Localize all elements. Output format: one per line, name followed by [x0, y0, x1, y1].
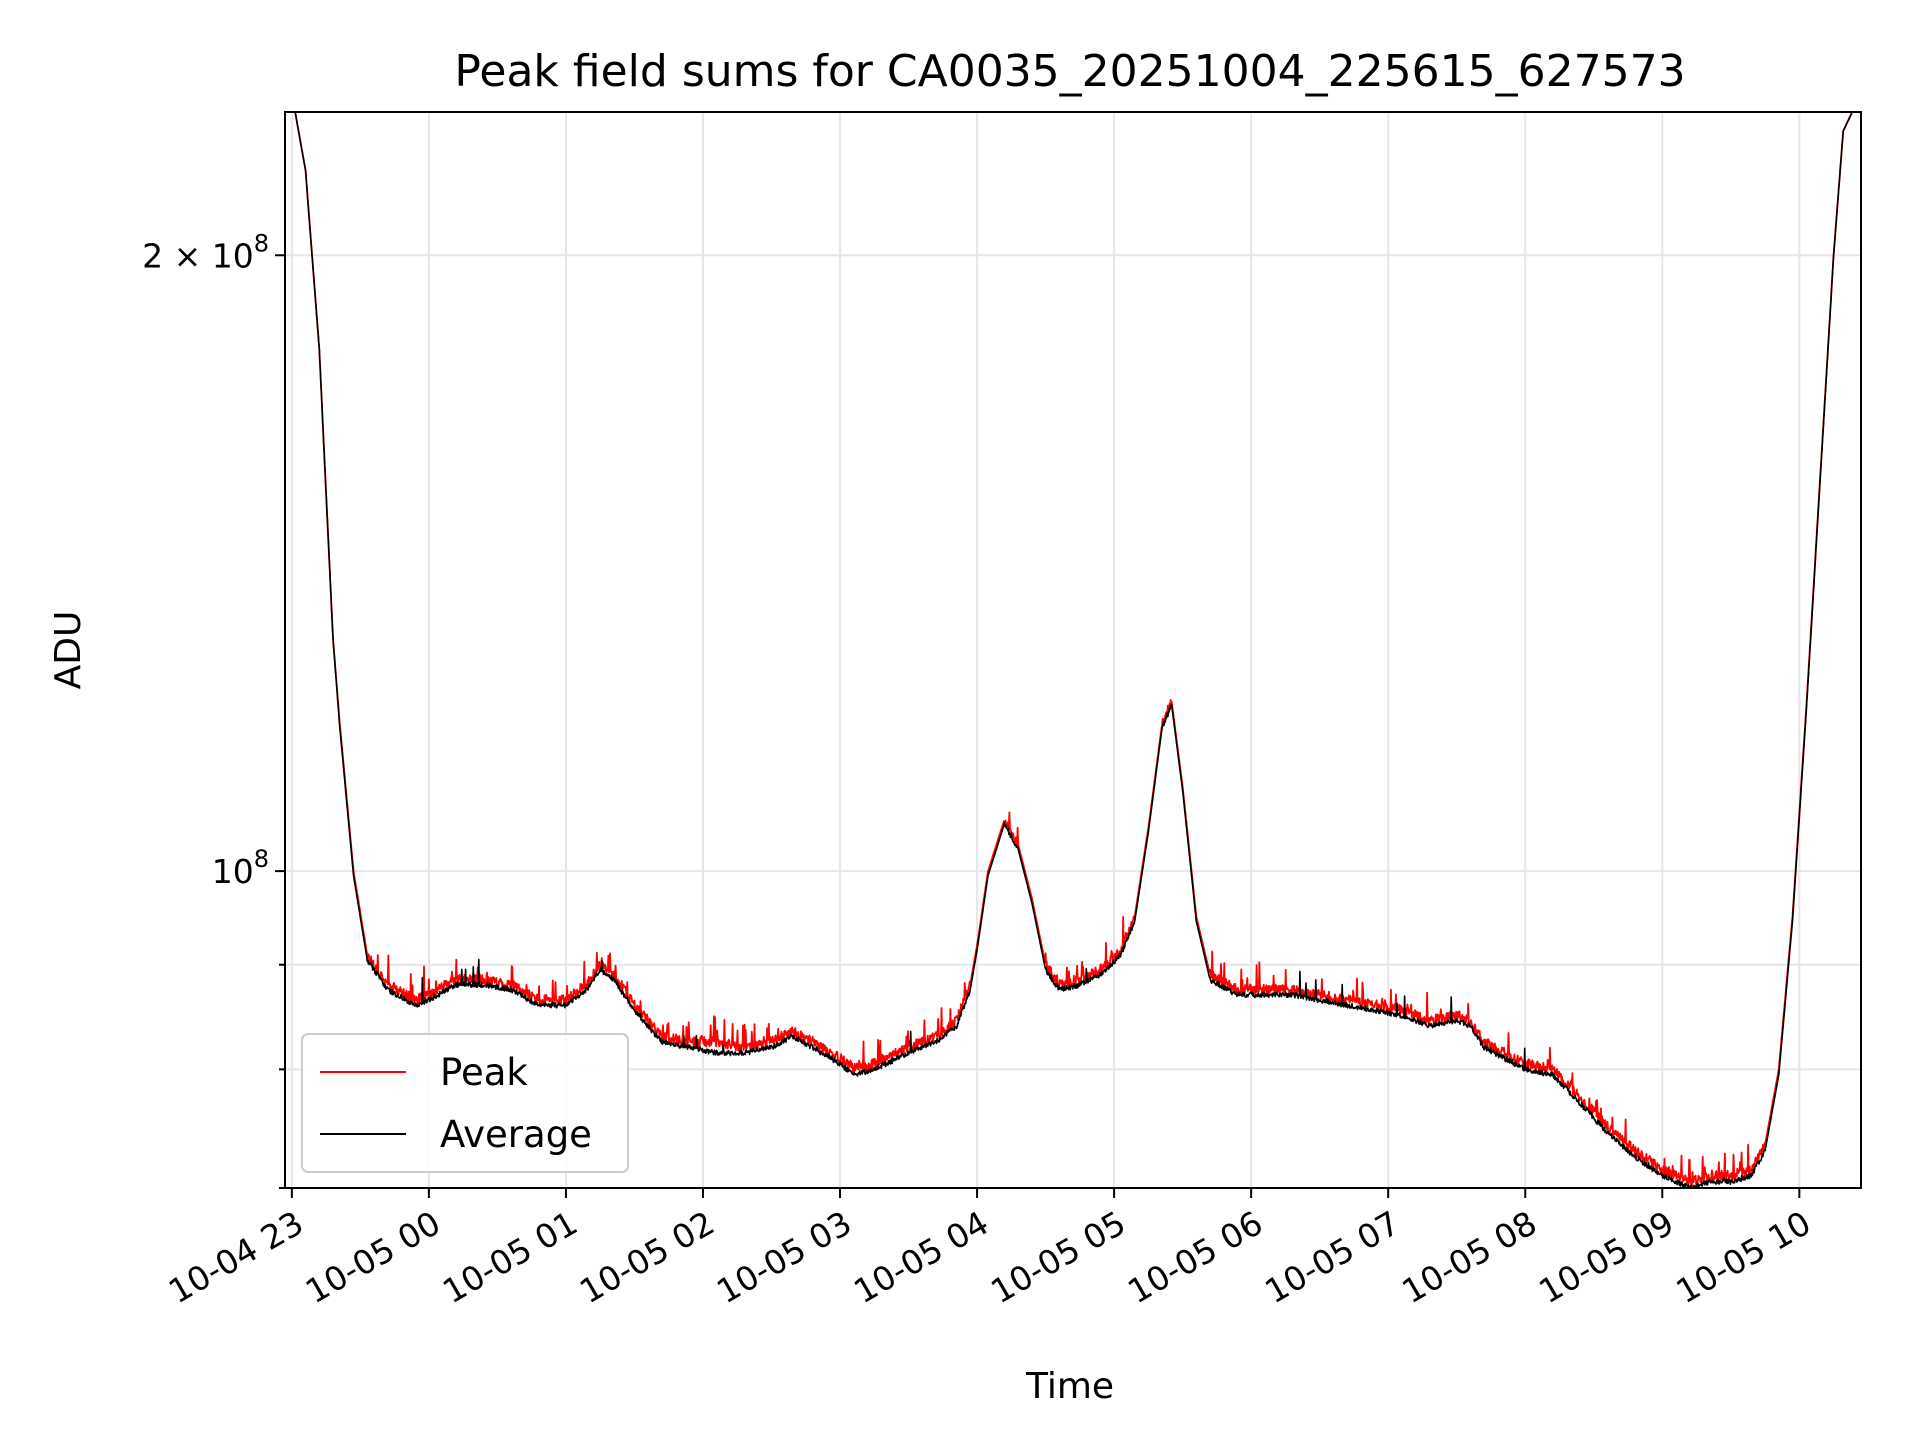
series-line-average	[294, 112, 1854, 1188]
series-layer	[294, 112, 1854, 1188]
y-tick-label: 108	[212, 845, 269, 891]
legend-label-average: Average	[440, 1113, 592, 1156]
legend: Peak Average	[301, 1033, 629, 1173]
plot-frame	[284, 111, 1862, 1189]
chart-title: Peak field sums for CA0035_20251004_2256…	[454, 46, 1685, 97]
y-tick-label: 2 × 108	[142, 229, 269, 275]
grid	[285, 112, 1861, 1189]
y-axis: 108 2 × 108	[142, 229, 285, 1189]
legend-label-peak: Peak	[440, 1051, 528, 1094]
x-axis-label: Time	[1025, 1366, 1114, 1407]
legend-box	[301, 1033, 629, 1173]
y-axis-label: ADU	[48, 611, 89, 690]
